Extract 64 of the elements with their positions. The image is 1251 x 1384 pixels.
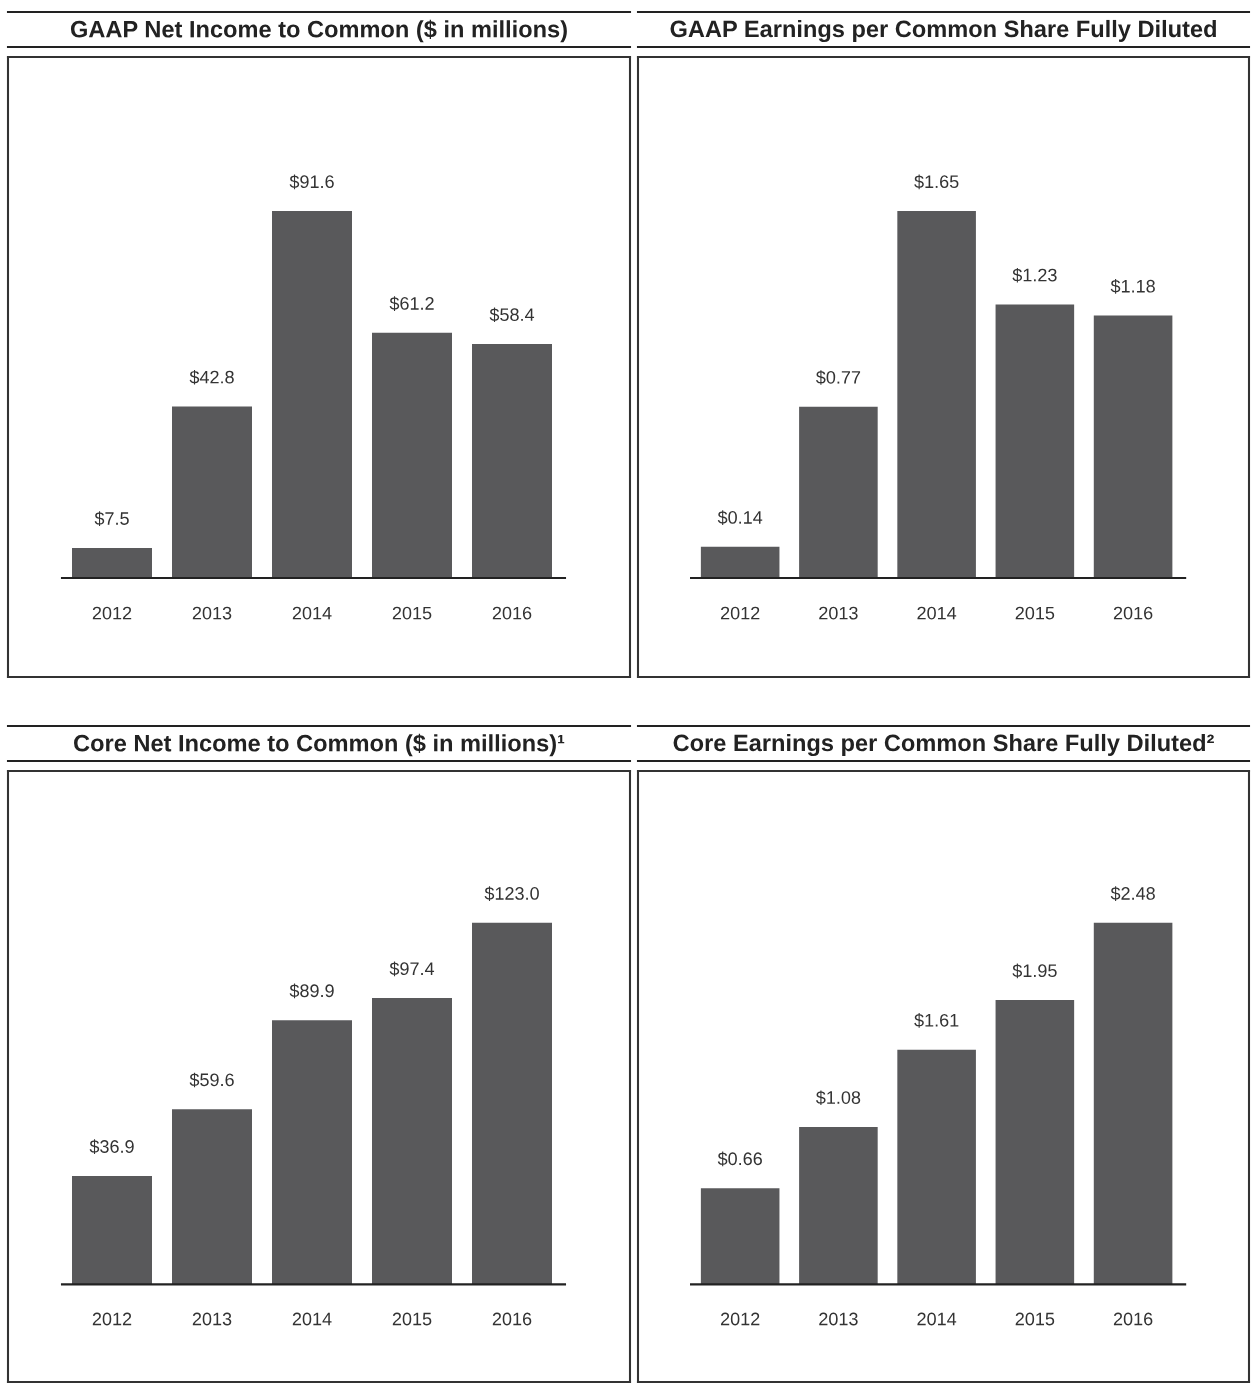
bar: [897, 211, 976, 578]
data-label: $123.0: [484, 886, 539, 901]
data-label: $1.65: [914, 174, 959, 190]
bar: [472, 344, 552, 578]
x-tick-label: 2016: [492, 1312, 532, 1326]
x-tick-label: 2013: [819, 1312, 858, 1326]
x-tick-label: 2016: [1113, 1312, 1153, 1326]
data-label: $1.18: [1110, 279, 1155, 294]
x-tick-label: 2014: [292, 606, 332, 620]
data-label: $59.6: [189, 1072, 234, 1088]
data-label: $42.8: [189, 369, 234, 385]
x-tick-label: 2013: [819, 606, 858, 620]
bar: [700, 1188, 780, 1285]
data-label: $36.9: [89, 1139, 134, 1154]
bar: [1093, 315, 1173, 578]
data-label: $7.5: [94, 511, 129, 526]
data-label: $0.66: [717, 1151, 762, 1167]
data-label: $2.48: [1110, 886, 1155, 901]
x-tick-label: 2014: [292, 1312, 332, 1326]
x-tick-label: 2016: [1113, 606, 1153, 620]
x-tick-label: 2013: [192, 606, 232, 620]
bar: [272, 1020, 352, 1285]
data-label: $0.77: [816, 370, 861, 385]
x-tick-label: 2012: [92, 606, 132, 620]
data-label: $1.08: [816, 1090, 861, 1105]
bar: [799, 1126, 878, 1285]
bar: [1093, 922, 1173, 1285]
bar: [172, 406, 252, 578]
x-tick-label: 2015: [392, 1312, 432, 1326]
chart-title: GAAP Net Income to Common ($ in millions): [70, 19, 567, 43]
x-tick-label: 2012: [92, 1312, 132, 1326]
x-tick-label: 2014: [917, 1312, 957, 1326]
bar: [172, 1109, 252, 1285]
x-tick-label: 2013: [192, 1312, 232, 1326]
bar: [700, 546, 780, 578]
data-label: $0.14: [717, 510, 763, 525]
data-label: $89.9: [289, 983, 334, 999]
x-tick-label: 2012: [720, 1312, 760, 1326]
bar: [995, 304, 1075, 578]
bar: [472, 922, 552, 1285]
bar: [799, 406, 878, 578]
x-tick-label: 2016: [492, 606, 532, 620]
x-tick-label: 2015: [1015, 606, 1055, 620]
x-tick-label: 2012: [720, 606, 760, 620]
data-label: $61.2: [389, 296, 434, 311]
bar: [995, 1000, 1075, 1285]
data-label: $1.61: [914, 1013, 959, 1028]
bar: [72, 547, 152, 578]
data-label: $91.6: [289, 174, 334, 190]
chart-title: Core Net Income to Common ($ in millions)¹: [74, 733, 565, 757]
x-tick-label: 2014: [917, 606, 957, 620]
x-tick-label: 2015: [1015, 1312, 1055, 1326]
data-label: $1.23: [1012, 267, 1057, 283]
data-label: $1.95: [1012, 963, 1057, 979]
data-label: $58.4: [489, 307, 535, 323]
data-label: $97.4: [389, 961, 435, 977]
bar: [272, 211, 352, 578]
bar: [72, 1175, 152, 1285]
chart-title: Core Earnings per Common Share Fully Diluted²: [673, 733, 1214, 757]
bar: [372, 998, 452, 1285]
x-tick-label: 2015: [392, 606, 432, 620]
bar: [372, 332, 452, 578]
chart-title: GAAP Earnings per Common Share Fully Diluted: [670, 19, 1216, 43]
bar: [897, 1049, 976, 1285]
